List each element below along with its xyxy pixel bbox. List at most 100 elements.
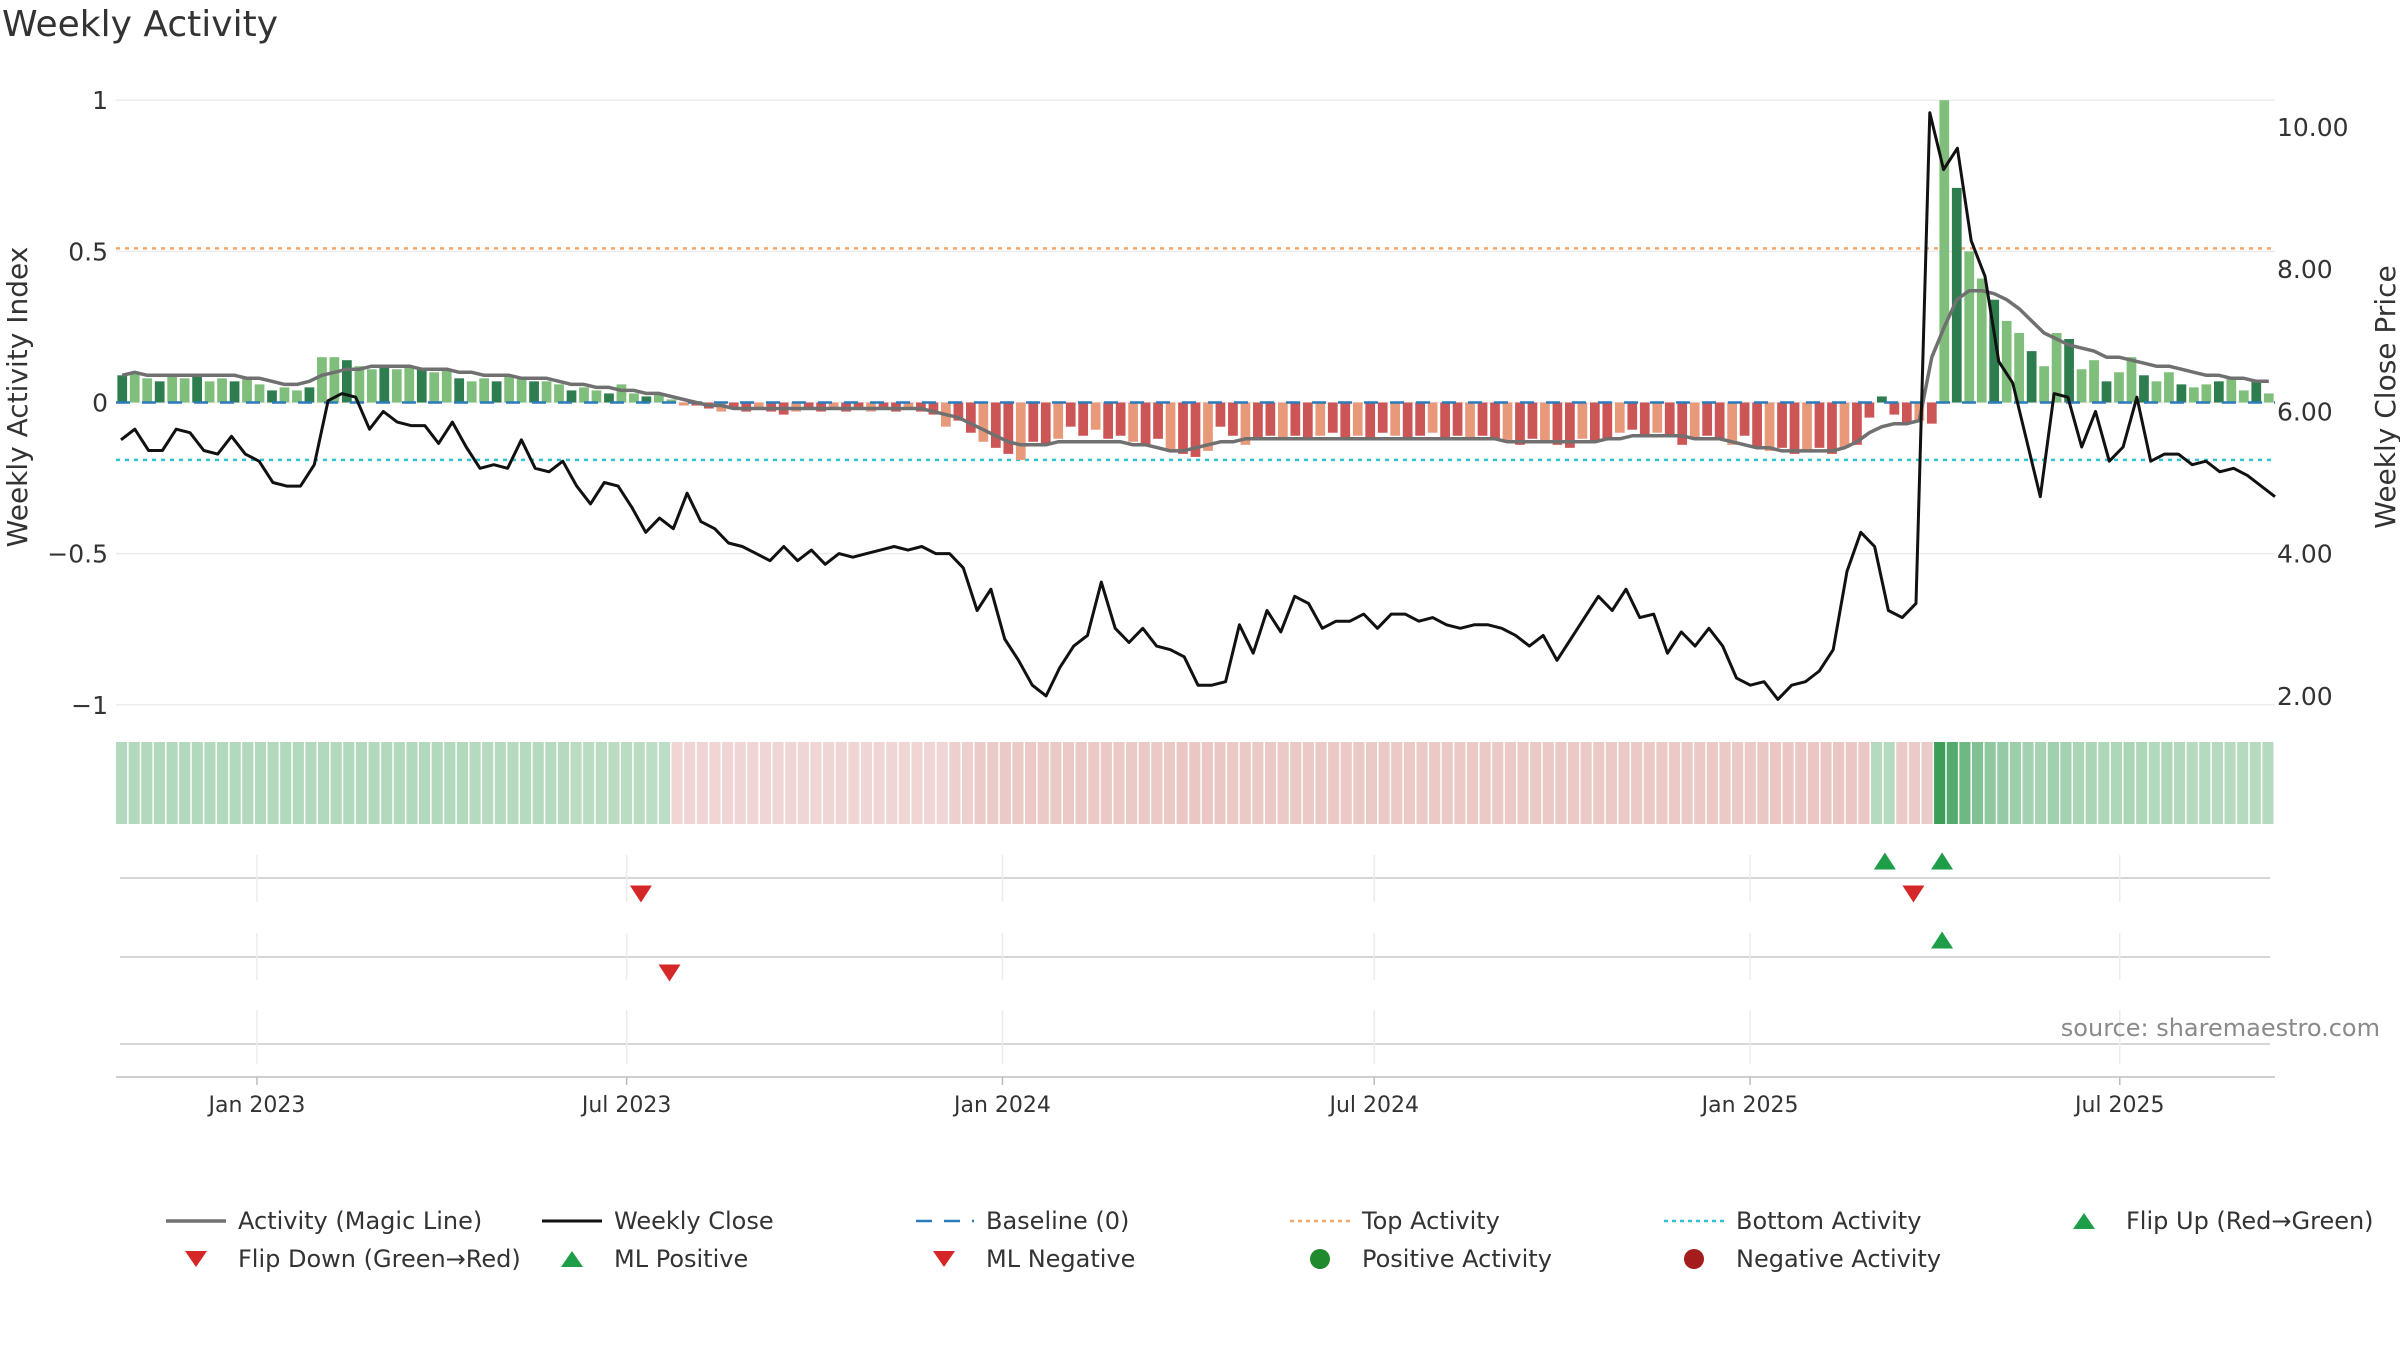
activity-bar: [1527, 402, 1538, 439]
legend-item: Flip Down (Green→Red): [166, 1244, 521, 1274]
activity-bar: [1727, 402, 1737, 445]
activity-bar: [404, 366, 415, 403]
legend-marker-circle-red: [1684, 1249, 1704, 1269]
status-cell: [722, 742, 734, 824]
status-cell: [1858, 742, 1870, 824]
activity-bar: [142, 378, 153, 403]
activity-bar: [2051, 332, 2062, 403]
y-tick-label-right: 4.00: [2277, 540, 2333, 569]
activity-bar: [666, 399, 677, 403]
status-cell: [1908, 742, 1920, 824]
activity-bar: [1290, 402, 1301, 436]
status-cell: [2249, 742, 2261, 824]
status-cell: [1681, 742, 1693, 824]
legend-label: Activity (Magic Line): [238, 1207, 483, 1235]
activity-bar: [117, 375, 128, 403]
legend-label: Negative Activity: [1736, 1245, 1942, 1273]
activity-bar: [1852, 402, 1862, 445]
activity-bar: [1115, 402, 1126, 436]
activity-bar: [204, 381, 215, 403]
activity-bar: [1140, 402, 1151, 445]
status-cell: [381, 742, 393, 824]
status-cell: [2262, 742, 2274, 824]
status-cell: [1820, 742, 1832, 824]
activity-bar: [267, 390, 277, 403]
activity-bar: [2139, 375, 2149, 403]
activity-bar: [2001, 320, 2012, 403]
activity-bar: [878, 402, 889, 409]
x-tick-label: Jul 2025: [2073, 1093, 2165, 1118]
y-tick-label-right: 8.00: [2277, 255, 2333, 284]
legend-item: Positive Activity: [1290, 1244, 1552, 1274]
status-cell: [229, 742, 241, 824]
activity-bar: [928, 402, 939, 415]
activity-bar: [1178, 402, 1188, 454]
legend-label: Flip Down (Green→Red): [238, 1245, 521, 1273]
activity-bar: [566, 390, 577, 403]
status-cell: [999, 742, 1011, 824]
status-cell: [2211, 742, 2223, 824]
status-cell: [1075, 742, 1087, 824]
status-cell: [1744, 742, 1756, 824]
activity-bar: [591, 390, 602, 403]
activity-bar: [2213, 381, 2224, 403]
activity-bar: [292, 390, 302, 403]
status-cell: [1934, 742, 1946, 824]
chart-title: Weekly Activity: [2, 4, 279, 45]
legend: Activity (Magic Line) Weekly Close Baselin…: [150, 1206, 2380, 1286]
x-tick-label: Jul 2023: [580, 1093, 672, 1118]
activity-bar: [304, 387, 315, 403]
status-cell: [1201, 742, 1213, 824]
activity-bar: [1602, 402, 1613, 439]
status-cell: [633, 742, 645, 824]
activity-bar: [1490, 402, 1500, 439]
activity-bar: [1951, 187, 1962, 403]
activity-bar: [1277, 402, 1288, 439]
activity-bar: [1103, 402, 1114, 439]
status-cell: [924, 742, 936, 824]
activity-bar: [2114, 372, 2124, 403]
activity-bar: [1939, 100, 1950, 403]
status-cell: [431, 742, 443, 824]
legend-label: Top Activity: [1362, 1207, 1500, 1235]
status-cell: [343, 742, 355, 824]
status-cell: [128, 742, 140, 824]
status-cell: [797, 742, 809, 824]
status-cell: [1290, 742, 1302, 824]
status-cell: [785, 742, 797, 824]
activity-bar: [641, 396, 652, 403]
status-cell: [1694, 742, 1706, 824]
status-cell: [2009, 742, 2021, 824]
activity-bar: [1440, 402, 1450, 439]
activity-bar: [242, 378, 252, 403]
status-cell: [1315, 742, 1327, 824]
activity-bars: [117, 100, 2274, 460]
status-cell: [507, 742, 519, 824]
activity-bar: [1839, 402, 1850, 448]
legend-item: Negative Activity: [1664, 1244, 1941, 1274]
activity-bar: [1964, 251, 1975, 403]
status-cell: [860, 742, 873, 824]
activity-bar: [1315, 402, 1326, 436]
status-cell: [469, 742, 481, 824]
legend-marker-tri-down-red: [933, 1251, 955, 1267]
activity-bar: [1552, 402, 1563, 445]
x-tick-label: Jan 2025: [1700, 1093, 1799, 1118]
activity-bar: [1689, 402, 1700, 439]
activity-bar: [1128, 402, 1138, 442]
status-cell: [1605, 742, 1617, 824]
activity-bar: [154, 381, 165, 403]
activity-bar: [2201, 384, 2212, 403]
activity-bar: [1664, 402, 1675, 436]
status-cell: [1807, 742, 1819, 824]
legend-marker-tri-up-green: [2073, 1213, 2095, 1229]
activity-bar: [1739, 402, 1750, 436]
status-cell: [1340, 742, 1352, 824]
status-cell: [1504, 742, 1516, 824]
status-cell: [1441, 742, 1453, 824]
activity-bar: [1078, 402, 1089, 436]
status-cell: [1113, 742, 1125, 824]
activity-bar: [1764, 402, 1775, 451]
status-cell: [1896, 742, 1908, 824]
activity-bar: [1415, 402, 1426, 436]
